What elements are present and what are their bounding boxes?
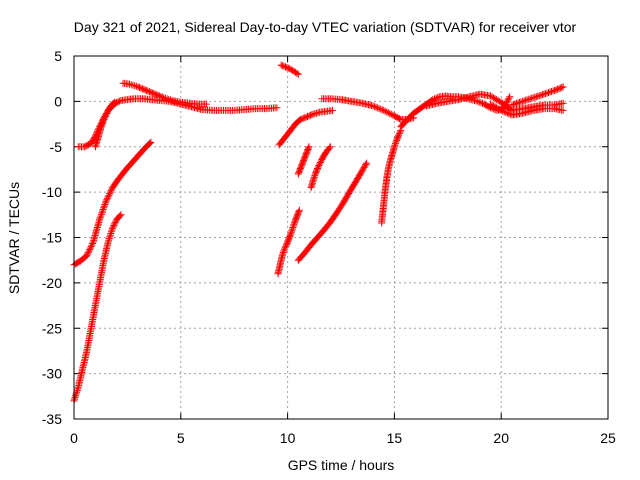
x-tick-label: 20	[493, 430, 509, 446]
data-point-markers	[508, 83, 567, 109]
series-arc-7	[275, 106, 336, 149]
series-arc-6	[277, 61, 302, 78]
series-arc-1	[70, 211, 125, 405]
data-point-markers	[275, 106, 336, 149]
y-tick-label: -30	[42, 366, 62, 382]
data-point-markers	[70, 211, 125, 405]
y-tick-labels: 5 0 -5 -10 -15 -20 -25 -30 -35	[42, 48, 62, 427]
data-point-markers	[277, 61, 302, 78]
y-tick-label: 5	[54, 48, 62, 64]
data-point-markers	[294, 159, 371, 264]
data-point-markers	[70, 138, 155, 269]
y-tick-label: 0	[54, 93, 62, 109]
x-axis-title: GPS time / hours	[288, 457, 395, 473]
x-tick-label: 0	[70, 430, 78, 446]
plot-frame	[73, 55, 609, 420]
series-arc-9	[294, 143, 313, 178]
data-points	[70, 61, 567, 405]
data-point-markers	[91, 98, 119, 151]
data-point-markers	[422, 90, 567, 114]
series-arc-8	[274, 206, 303, 278]
y-tick-label: -15	[42, 230, 62, 246]
data-point-markers	[318, 95, 418, 123]
series-arc-4	[91, 98, 119, 151]
series-arc-13	[318, 95, 418, 123]
data-point-markers	[487, 100, 567, 119]
series-arc-2	[70, 138, 155, 269]
chart-title: Day 321 of 2021, Sidereal Day-to-day VTE…	[74, 19, 577, 35]
y-tick-label: -35	[42, 411, 62, 427]
y-tick-label: -10	[42, 184, 62, 200]
x-tick-label: 25	[600, 430, 616, 446]
x-tick-label: 15	[387, 430, 403, 446]
series-arc-10	[307, 143, 334, 192]
x-tick-labels: 0 5 10 15 20 25	[70, 430, 616, 446]
x-tick-label: 5	[177, 430, 185, 446]
series-arc-5	[119, 79, 210, 108]
x-tick-label: 10	[280, 430, 296, 446]
series-arc-12	[378, 126, 405, 227]
series-arc-11	[294, 159, 371, 264]
series-arc-17	[508, 83, 567, 109]
data-point-markers	[378, 126, 405, 227]
y-tick-label: -25	[42, 320, 62, 336]
series-arc-16	[487, 100, 567, 119]
data-point-markers	[294, 143, 313, 178]
data-point-markers	[274, 206, 303, 278]
grid-lines	[74, 56, 608, 419]
y-tick-label: -20	[42, 275, 62, 291]
y-tick-label: -5	[50, 139, 63, 155]
data-point-markers	[119, 79, 210, 108]
y-axis-title: SDTVAR / TECUs	[6, 182, 22, 294]
series-arc-15	[422, 90, 567, 114]
data-point-markers	[307, 143, 334, 192]
